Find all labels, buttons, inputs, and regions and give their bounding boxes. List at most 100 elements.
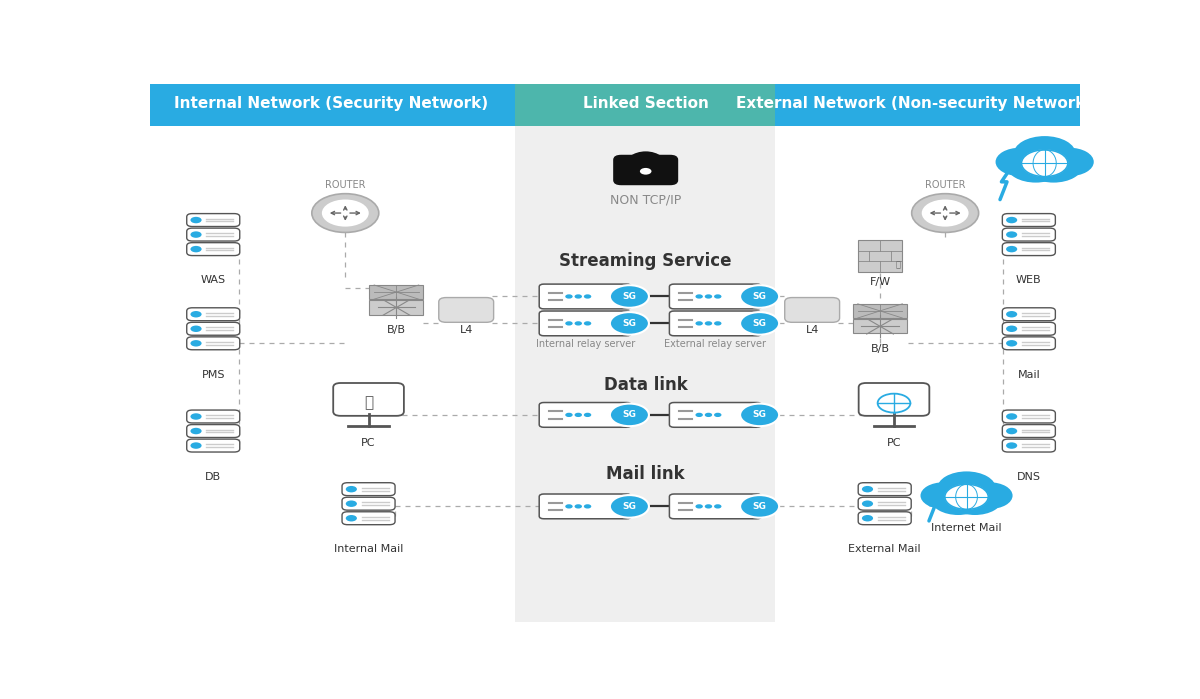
FancyBboxPatch shape xyxy=(187,439,240,452)
FancyBboxPatch shape xyxy=(858,240,902,272)
FancyBboxPatch shape xyxy=(853,319,907,333)
Text: External Network (Non-security Network): External Network (Non-security Network) xyxy=(737,96,1092,111)
Text: L4: L4 xyxy=(460,326,473,336)
FancyBboxPatch shape xyxy=(187,322,240,336)
Circle shape xyxy=(922,199,968,226)
FancyBboxPatch shape xyxy=(342,483,395,496)
FancyBboxPatch shape xyxy=(670,311,762,336)
Circle shape xyxy=(565,412,572,417)
Circle shape xyxy=(1025,149,1082,182)
Circle shape xyxy=(920,482,966,509)
Circle shape xyxy=(640,168,652,175)
FancyBboxPatch shape xyxy=(539,311,631,336)
FancyBboxPatch shape xyxy=(187,243,240,256)
Circle shape xyxy=(575,412,582,417)
Circle shape xyxy=(610,285,649,308)
Circle shape xyxy=(912,194,979,233)
Circle shape xyxy=(740,403,779,426)
FancyBboxPatch shape xyxy=(853,304,907,318)
Circle shape xyxy=(575,322,582,326)
Circle shape xyxy=(191,231,202,238)
Circle shape xyxy=(696,294,703,298)
Text: Internal relay server: Internal relay server xyxy=(535,339,635,349)
Circle shape xyxy=(191,340,202,347)
Text: External relay server: External relay server xyxy=(665,339,767,349)
Circle shape xyxy=(1006,428,1018,434)
Circle shape xyxy=(565,504,572,509)
Circle shape xyxy=(714,412,721,417)
Circle shape xyxy=(937,471,996,505)
Circle shape xyxy=(704,322,712,326)
Circle shape xyxy=(714,504,721,509)
Circle shape xyxy=(1045,147,1093,176)
Circle shape xyxy=(584,322,592,326)
Text: SG: SG xyxy=(623,410,636,419)
Circle shape xyxy=(191,246,202,252)
Circle shape xyxy=(346,515,356,521)
Text: Mail link: Mail link xyxy=(606,465,685,483)
Text: Data link: Data link xyxy=(604,376,688,394)
Circle shape xyxy=(696,504,703,509)
Circle shape xyxy=(191,326,202,332)
Text: SG: SG xyxy=(752,319,767,328)
FancyBboxPatch shape xyxy=(614,155,678,185)
FancyBboxPatch shape xyxy=(1002,214,1055,226)
Circle shape xyxy=(740,312,779,335)
Circle shape xyxy=(584,294,592,298)
Text: Streaming Service: Streaming Service xyxy=(559,252,732,271)
Circle shape xyxy=(575,294,582,298)
FancyBboxPatch shape xyxy=(187,214,240,226)
Text: B/B: B/B xyxy=(870,344,889,354)
Circle shape xyxy=(714,294,721,298)
Text: B/B: B/B xyxy=(386,326,406,336)
Circle shape xyxy=(1021,150,1068,177)
Text: DNS: DNS xyxy=(1016,472,1040,482)
FancyBboxPatch shape xyxy=(1002,243,1055,256)
FancyBboxPatch shape xyxy=(187,410,240,423)
Circle shape xyxy=(704,504,712,509)
Circle shape xyxy=(610,495,649,518)
Circle shape xyxy=(1006,217,1018,223)
FancyBboxPatch shape xyxy=(342,512,395,525)
Circle shape xyxy=(346,486,356,492)
Circle shape xyxy=(1006,340,1018,347)
FancyBboxPatch shape xyxy=(1002,228,1055,241)
Circle shape xyxy=(322,199,368,226)
Circle shape xyxy=(1006,311,1018,317)
Circle shape xyxy=(312,194,379,233)
Text: SG: SG xyxy=(623,502,636,511)
FancyBboxPatch shape xyxy=(858,483,911,496)
Circle shape xyxy=(1006,442,1018,449)
Text: ROUTER: ROUTER xyxy=(925,180,965,190)
FancyBboxPatch shape xyxy=(858,512,911,525)
Circle shape xyxy=(346,500,356,507)
Text: DB: DB xyxy=(205,472,221,482)
Text: Internal Network (Security Network): Internal Network (Security Network) xyxy=(174,96,488,111)
Circle shape xyxy=(944,484,989,510)
Text: Internet Mail: Internet Mail xyxy=(931,523,1002,533)
Text: WAS: WAS xyxy=(200,275,226,285)
Text: L4: L4 xyxy=(805,326,818,336)
Circle shape xyxy=(704,412,712,417)
Circle shape xyxy=(1007,149,1064,182)
FancyBboxPatch shape xyxy=(670,494,762,519)
FancyBboxPatch shape xyxy=(539,284,631,309)
Circle shape xyxy=(696,412,703,417)
FancyBboxPatch shape xyxy=(187,308,240,321)
FancyBboxPatch shape xyxy=(187,228,240,241)
Text: WEB: WEB xyxy=(1016,275,1042,285)
Circle shape xyxy=(696,322,703,326)
Circle shape xyxy=(704,294,712,298)
FancyBboxPatch shape xyxy=(858,497,911,510)
FancyBboxPatch shape xyxy=(670,284,762,309)
Text: F/W: F/W xyxy=(870,277,890,287)
Text: ROUTER: ROUTER xyxy=(325,180,366,190)
FancyBboxPatch shape xyxy=(1002,308,1055,321)
FancyBboxPatch shape xyxy=(539,494,631,519)
Circle shape xyxy=(931,484,985,515)
Circle shape xyxy=(740,285,779,308)
Circle shape xyxy=(584,412,592,417)
Circle shape xyxy=(948,484,1002,515)
Text: Internal Mail: Internal Mail xyxy=(334,545,403,554)
Circle shape xyxy=(862,500,874,507)
